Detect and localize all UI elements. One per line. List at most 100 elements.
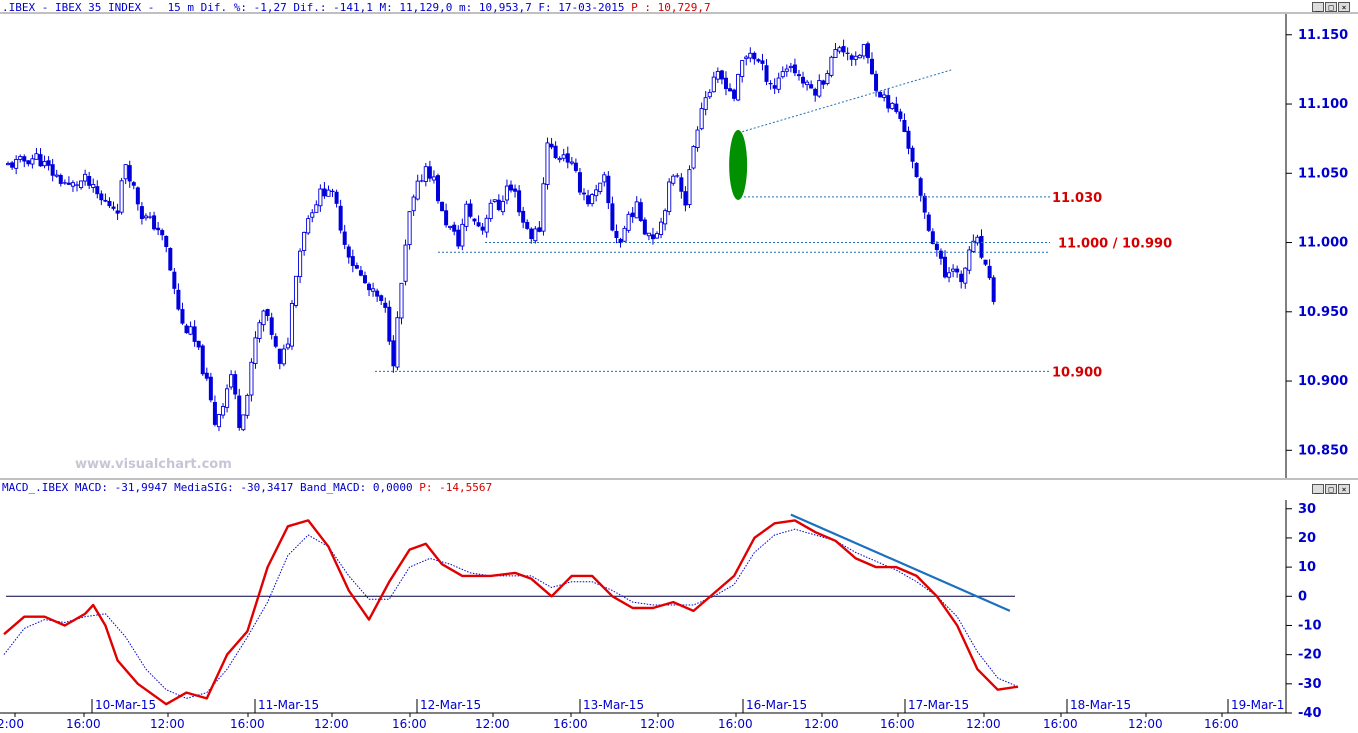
- candle-body: [869, 58, 874, 75]
- candle-body: [654, 233, 660, 239]
- candle-body: [200, 345, 205, 375]
- macd-maximize-button[interactable]: □: [1325, 484, 1337, 494]
- macd-close-button[interactable]: ×: [1338, 484, 1350, 494]
- macd-axis-tick-label: 0: [1298, 589, 1307, 604]
- candle-body: [127, 165, 132, 182]
- candle-body: [829, 56, 834, 76]
- candle-body: [269, 317, 274, 335]
- candle-body: [801, 76, 806, 84]
- candle-body: [979, 235, 984, 258]
- macd-minimize-button[interactable]: _: [1312, 484, 1324, 494]
- minimize-button[interactable]: _: [1312, 2, 1324, 12]
- candle-body: [934, 243, 939, 251]
- macd-axis-tick-label: -10: [1298, 618, 1322, 633]
- price-axis-tick-label: 10.900: [1298, 374, 1348, 389]
- candle-body: [857, 54, 862, 59]
- time-axis-label: 16:00: [1204, 717, 1239, 731]
- candle-body: [208, 376, 213, 401]
- candle-body: [22, 156, 27, 162]
- date-axis-label: 19-Mar-1: [1231, 698, 1284, 712]
- candle-body: [813, 88, 818, 96]
- candle-body: [452, 224, 457, 232]
- candle-body: [792, 64, 797, 74]
- time-axis-label: 16:00: [392, 717, 427, 731]
- candle-body: [358, 270, 363, 276]
- candle-body: [711, 76, 716, 93]
- candle-body: [241, 414, 246, 431]
- candle-body: [143, 215, 149, 219]
- candle-body: [675, 175, 680, 177]
- candle-body: [695, 129, 700, 149]
- candle-body: [618, 238, 623, 244]
- candle-body: [444, 210, 449, 226]
- candle-body: [26, 160, 31, 165]
- candle-body: [776, 77, 781, 90]
- candle-body: [440, 201, 445, 212]
- macd-axis-tick-label: -20: [1298, 648, 1322, 663]
- candle-body: [541, 183, 546, 232]
- time-axis-label: 16:00: [718, 717, 753, 731]
- date-axis-label: 12-Mar-15: [420, 698, 481, 712]
- candle-body: [821, 80, 826, 85]
- candle-body: [906, 130, 911, 149]
- candle-body: [10, 162, 15, 168]
- candle-body: [853, 55, 858, 60]
- candle-body: [699, 108, 704, 130]
- candle-body: [212, 401, 217, 425]
- candle-body: [614, 230, 619, 238]
- gap-highlight-ellipse: [729, 129, 748, 200]
- candle-body: [894, 103, 899, 112]
- candle-body: [914, 162, 919, 178]
- candle-body: [480, 226, 485, 231]
- candle-body: [38, 154, 43, 167]
- candle-body: [220, 406, 226, 416]
- macd-axis-tick-label: 10: [1298, 560, 1316, 575]
- candle-body: [938, 250, 943, 259]
- candle-body: [371, 288, 376, 292]
- candle-body: [42, 161, 47, 167]
- candle-body: [188, 326, 193, 335]
- price-axis-tick-label: 11.150: [1298, 28, 1348, 43]
- candle-body: [565, 153, 570, 163]
- candle-body: [748, 52, 753, 59]
- candle-body: [817, 80, 822, 97]
- price-header-text: .IBEX - IBEX 35 INDEX - 15 m Dif. %: -1,…: [2, 1, 625, 14]
- candle-body: [427, 166, 432, 179]
- candle-body: [500, 200, 505, 213]
- candle-body: [399, 282, 404, 319]
- candle-body: [184, 325, 189, 334]
- candle-body: [878, 92, 883, 98]
- candle-body: [768, 82, 773, 85]
- price-trendline: [742, 68, 954, 133]
- candle-body: [841, 46, 846, 53]
- candle-body: [849, 55, 854, 60]
- close-button[interactable]: ×: [1338, 2, 1350, 12]
- maximize-button[interactable]: □: [1325, 2, 1337, 12]
- candle-body: [148, 216, 153, 218]
- macd-signal-line: [3, 528, 1019, 699]
- candle-body: [732, 89, 737, 99]
- candle-body: [50, 164, 55, 176]
- candle-body: [164, 235, 169, 247]
- candle-body: [456, 229, 461, 247]
- macd-pane-window-controls: _ □ ×: [1312, 484, 1350, 494]
- date-axis-label: 10-Mar-15: [95, 698, 156, 712]
- candle-body: [728, 88, 733, 92]
- time-axis-label: 12:00: [475, 717, 510, 731]
- candle-body: [590, 194, 595, 205]
- candle-body: [30, 158, 35, 165]
- candle-body: [736, 73, 741, 101]
- candle-body: [123, 164, 128, 180]
- price-axis-tick-label: 11.000: [1298, 236, 1348, 251]
- candle-body: [987, 265, 992, 279]
- candle-body: [91, 184, 96, 188]
- candle-body: [756, 59, 761, 62]
- macd-axis-tick-label: -30: [1298, 677, 1322, 692]
- candle-body: [638, 202, 643, 221]
- candle-body: [314, 204, 319, 213]
- candle-body: [951, 268, 956, 272]
- candle-body: [882, 94, 887, 98]
- macd-header: MACD_.IBEX MACD: -31,9947 MediaSIG: -30,…: [2, 481, 492, 494]
- candle-body: [448, 225, 453, 229]
- macd-header-last: P: -14,5567: [419, 481, 493, 494]
